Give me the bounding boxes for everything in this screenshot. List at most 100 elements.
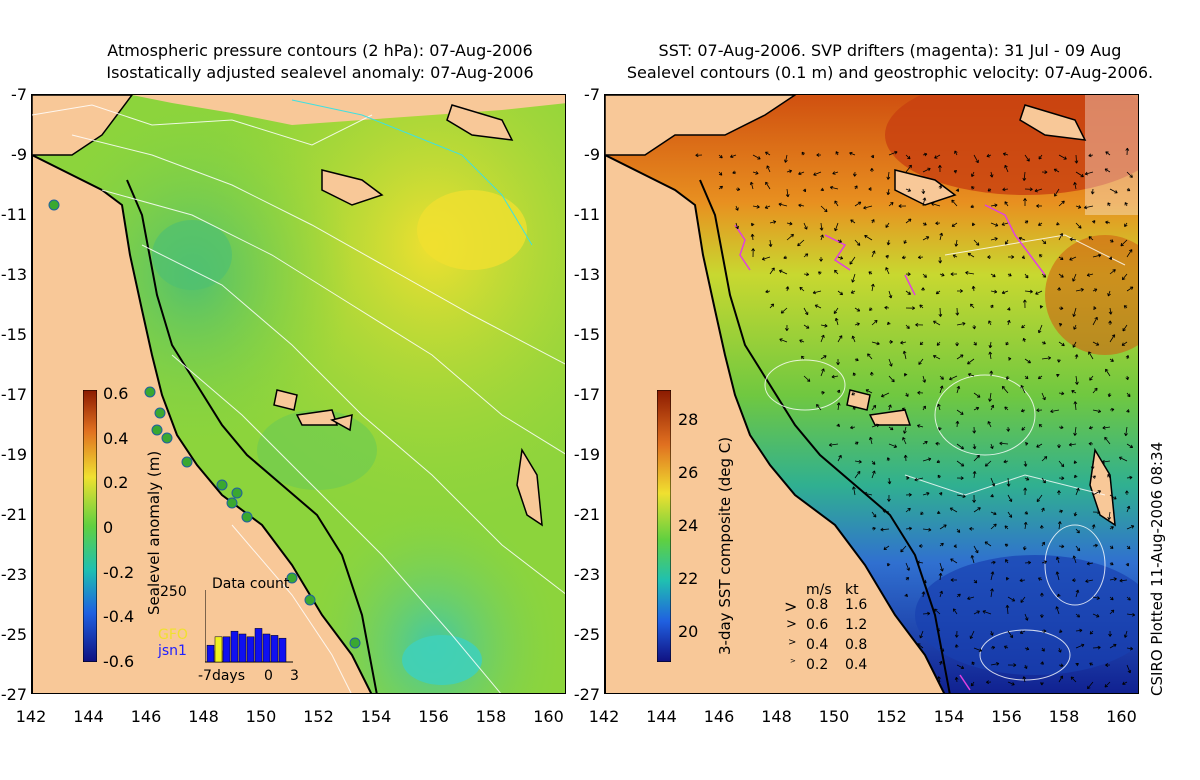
velocity-arrow [905, 306, 916, 311]
velocity-arrow [1035, 290, 1043, 295]
velocity-arrow [1038, 423, 1043, 428]
velocity-arrow [1024, 187, 1033, 192]
velocity-arrow [1108, 307, 1113, 315]
velocity-arrow [1021, 255, 1026, 259]
y-tick-label: -21 [573, 505, 600, 524]
velocity-arrow [868, 271, 873, 275]
velocity-arrow [1109, 334, 1116, 343]
x-tick-label: 146 [703, 707, 735, 726]
x-tick-label: 142 [15, 707, 47, 726]
velocity-arrow [938, 572, 943, 581]
velocity-arrow [955, 307, 960, 316]
velocity-legend-ms: 0.8 [806, 597, 829, 613]
velocity-arrow [956, 476, 964, 481]
velocity-arrow [1109, 577, 1117, 581]
velocity-arrow [1092, 409, 1102, 414]
velocity-arrow [1041, 340, 1046, 345]
velocity-arrow [1126, 545, 1131, 550]
velocity-arrow [917, 255, 924, 260]
velocity-arrow [718, 154, 723, 159]
velocity-arrow [1088, 236, 1094, 241]
velocity-arrow [955, 188, 959, 192]
velocity-arrow [1073, 324, 1077, 330]
velocity-arrow [854, 459, 862, 464]
velocity-arrow [939, 524, 947, 530]
velocity-arrow [1109, 188, 1118, 194]
velocity-arrow [950, 558, 958, 564]
velocity-arrow [1058, 425, 1064, 430]
velocity-arrow [797, 239, 805, 247]
velocity-arrow [1002, 152, 1009, 157]
y-tick-label: -23 [0, 565, 27, 584]
velocity-arrow [1005, 604, 1010, 615]
velocity-arrow [973, 406, 980, 411]
velocity-arrow [850, 219, 856, 224]
velocity-arrow [883, 545, 890, 550]
sealevel-colorbar [83, 390, 97, 662]
velocity-arrow [905, 476, 910, 480]
velocity-arrow [1109, 596, 1114, 601]
velocity-arrow [831, 374, 839, 379]
velocity-arrow [1024, 375, 1029, 380]
velocity-arrow [1126, 286, 1134, 292]
velocity-arrow [955, 420, 960, 428]
velocity-arrow [832, 171, 839, 175]
velocity-arrow [837, 454, 842, 462]
velocity-arrow [921, 287, 925, 292]
velocity-arrow [1058, 460, 1065, 468]
velocity-arrow [850, 290, 856, 294]
velocity-arrow [852, 486, 856, 496]
velocity-arrow [1001, 290, 1009, 295]
velocity-arrow [735, 187, 741, 192]
velocity-arrow [1126, 249, 1133, 258]
velocity-arrow [854, 470, 861, 479]
velocity-arrow [820, 187, 825, 192]
velocity-arrow [1107, 511, 1112, 521]
velocity-arrow [867, 353, 873, 360]
velocity-arrow [1073, 460, 1078, 464]
velocity-arrow [936, 628, 941, 632]
jsn1-bar [230, 630, 239, 663]
velocity-arrow [988, 341, 993, 349]
velocity-arrow [938, 492, 943, 496]
velocity-arrow [1075, 613, 1081, 618]
velocity-arrow [988, 392, 992, 402]
velocity-arrow [956, 664, 965, 670]
velocity-arrow [1022, 545, 1027, 551]
x-tick-label: 160 [1106, 707, 1137, 726]
velocity-arrow [901, 407, 907, 412]
velocity-arrow [949, 375, 958, 381]
velocity-arrow [837, 290, 844, 296]
velocity-arrow [765, 181, 771, 190]
velocity-arrow [1053, 168, 1060, 173]
velocity-arrow [990, 662, 1000, 666]
velocity-arrow [1121, 273, 1128, 281]
jsn1-bar [262, 633, 271, 663]
velocity-arrow [969, 630, 975, 640]
data-count-xlabel-right: 3 [290, 668, 299, 684]
velocity-arrow [849, 151, 856, 156]
velocity-arrow [820, 234, 824, 241]
x-tick-label: 150 [245, 707, 277, 726]
velocity-arrow [970, 681, 975, 687]
velocity-arrow [837, 335, 843, 343]
velocity-arrow [922, 527, 932, 532]
velocity-arrow [1007, 494, 1013, 503]
velocity-arrow [769, 303, 775, 309]
colorbar-tick-label: -0.2 [103, 562, 135, 582]
y-tick-label: -11 [0, 205, 27, 224]
velocity-arrow [750, 222, 755, 227]
velocity-arrow [820, 355, 827, 360]
velocity-arrow [938, 307, 943, 317]
velocity-arrow [799, 286, 805, 292]
x-tick-label: 154 [933, 707, 965, 726]
velocity-arrow [1123, 630, 1128, 638]
velocity-arrow [1058, 663, 1064, 668]
velocity-arrow [1058, 476, 1065, 481]
velocity-arrow [1022, 299, 1027, 309]
velocity-arrow [904, 593, 909, 598]
velocity-arrow [990, 273, 996, 278]
velocity-arrow [1041, 541, 1046, 547]
velocity-arrow [905, 188, 912, 192]
x-tick-label: 158 [475, 707, 507, 726]
